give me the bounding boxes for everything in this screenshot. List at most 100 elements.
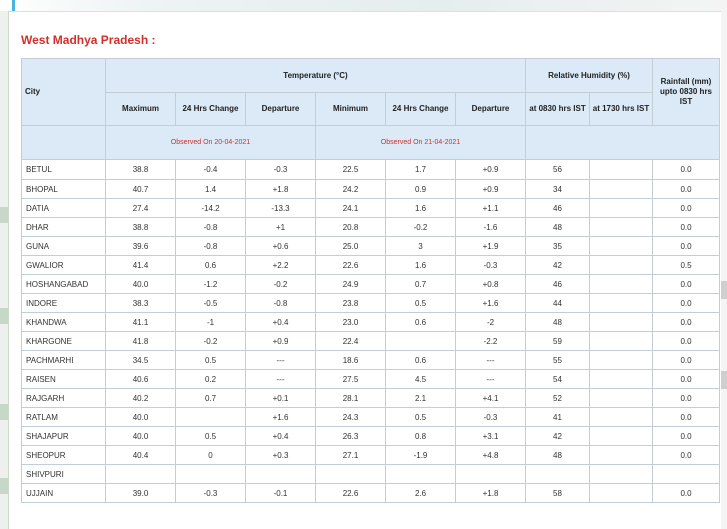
min-temp-cell: 24.9 xyxy=(315,274,386,294)
max-change-cell: -14.2 xyxy=(175,198,246,218)
city-cell: KHANDWA xyxy=(21,312,106,332)
max-departure-cell: +0.3 xyxy=(245,445,316,465)
max-change-cell: 0 xyxy=(175,445,246,465)
table-row: BHOPAL 40.7 1.4 +1.8 24.2 0.9 +0.9 34 0.0 xyxy=(21,179,720,199)
city-cell: RATLAM xyxy=(21,407,106,427)
min-temp-cell: 24.1 xyxy=(315,198,386,218)
max-temp-cell: 40.0 xyxy=(105,274,176,294)
humidity-0830-cell: 46 xyxy=(525,274,590,294)
humidity-0830-cell: 48 xyxy=(525,312,590,332)
minimum-header: Minimum xyxy=(315,92,386,126)
humidity-0830-cell: 41 xyxy=(525,407,590,427)
min-temp-cell: 24.3 xyxy=(315,407,386,427)
max-change-cell: 0.5 xyxy=(175,350,246,370)
max-departure-cell: +0.4 xyxy=(245,312,316,332)
page-title: West Madhya Pradesh : xyxy=(21,33,156,47)
max-departure-cell: -0.3 xyxy=(245,159,316,180)
table-row: RAJGARH 40.2 0.7 +0.1 28.1 2.1 +4.1 52 0.0 xyxy=(21,388,720,408)
humidity-0830-header: at 0830 hrs IST xyxy=(525,92,590,126)
table-row: DATIA 27.4 -14.2 -13.3 24.1 1.6 +1.1 46 0.0 xyxy=(21,198,720,218)
max-change-header: 24 Hrs Change xyxy=(175,92,246,126)
max-temp-cell: 41.1 xyxy=(105,312,176,332)
min-temp-cell: 23.8 xyxy=(315,293,386,313)
min-temp-cell: 25.0 xyxy=(315,236,386,256)
humidity-1730-cell xyxy=(589,217,653,237)
table-row: RAISEN 40.6 0.2 --- 27.5 4.5 --- 54 0.0 xyxy=(21,369,720,389)
max-temp-cell: 38.8 xyxy=(105,217,176,237)
min-departure-cell: +1.8 xyxy=(455,483,526,503)
city-cell: BHOPAL xyxy=(21,179,106,199)
max-temp-cell: 40.0 xyxy=(105,426,176,446)
max-change-cell: -1 xyxy=(175,312,246,332)
max-departure-cell: -0.2 xyxy=(245,274,316,294)
max-departure-cell: -13.3 xyxy=(245,198,316,218)
min-temp-cell: 22.5 xyxy=(315,159,386,180)
rainfall-cell xyxy=(652,464,720,484)
min-change-cell: -0.2 xyxy=(385,217,456,237)
humidity-0830-cell: 42 xyxy=(525,255,590,275)
min-change-cell: 0.6 xyxy=(385,350,456,370)
max-temp-cell: 27.4 xyxy=(105,198,176,218)
max-departure-cell: +0.4 xyxy=(245,426,316,446)
humidity-1730-cell xyxy=(589,350,653,370)
table-row: SHIVPURI xyxy=(21,464,720,484)
max-departure-header: Departure xyxy=(245,92,316,126)
table-row: KHANDWA 41.1 -1 +0.4 23.0 0.6 -2 48 0.0 xyxy=(21,312,720,332)
humidity-header: Relative Humidity (%) xyxy=(525,58,653,93)
max-temp-cell: 34.5 xyxy=(105,350,176,370)
city-cell: GUNA xyxy=(21,236,106,256)
rainfall-cell: 0.0 xyxy=(652,426,720,446)
min-departure-cell: --- xyxy=(455,369,526,389)
right-edge-marker xyxy=(721,371,727,389)
min-change-cell xyxy=(385,331,456,351)
min-departure-cell: +4.8 xyxy=(455,445,526,465)
min-temp-cell: 24.2 xyxy=(315,179,386,199)
max-departure-cell: --- xyxy=(245,369,316,389)
humidity-0830-cell: 34 xyxy=(525,179,590,199)
city-cell: PACHMARHI xyxy=(21,350,106,370)
left-edge-bar xyxy=(0,11,9,529)
min-temp-cell: 23.0 xyxy=(315,312,386,332)
max-change-cell xyxy=(175,464,246,484)
min-change-cell: 1.6 xyxy=(385,198,456,218)
city-cell: UJJAIN xyxy=(21,483,106,503)
max-change-cell: 1.4 xyxy=(175,179,246,199)
city-cell: SHAJAPUR xyxy=(21,426,106,446)
city-cell: HOSHANGABAD xyxy=(21,274,106,294)
min-temp-cell: 22.6 xyxy=(315,255,386,275)
max-temp-cell: 41.4 xyxy=(105,255,176,275)
min-change-cell: 0.7 xyxy=(385,274,456,294)
max-temp-cell: 38.3 xyxy=(105,293,176,313)
min-departure-cell: +3.1 xyxy=(455,426,526,446)
city-cell: RAJGARH xyxy=(21,388,106,408)
max-change-cell: 0.2 xyxy=(175,369,246,389)
max-temp-cell: 39.6 xyxy=(105,236,176,256)
maximum-header: Maximum xyxy=(105,92,176,126)
humidity-0830-cell: 46 xyxy=(525,198,590,218)
min-temp-cell: 28.1 xyxy=(315,388,386,408)
observed-min-date: Observed On 21-04-2021 xyxy=(315,125,526,160)
max-temp-cell: 38.8 xyxy=(105,159,176,180)
city-cell: DATIA xyxy=(21,198,106,218)
min-change-cell: -1.9 xyxy=(385,445,456,465)
min-temp-cell: 20.8 xyxy=(315,217,386,237)
max-temp-cell: 40.0 xyxy=(105,407,176,427)
city-cell: KHARGONE xyxy=(21,331,106,351)
min-departure-cell: -0.3 xyxy=(455,255,526,275)
table-row: GUNA 39.6 -0.8 +0.6 25.0 3 +1.9 35 0.0 xyxy=(21,236,720,256)
humidity-0830-cell: 54 xyxy=(525,369,590,389)
table-row: UJJAIN 39.0 -0.3 -0.1 22.6 2.6 +1.8 58 0.0 xyxy=(21,483,720,503)
min-departure-cell: +1.1 xyxy=(455,198,526,218)
max-departure-cell: +1 xyxy=(245,217,316,237)
temperature-header: Temperature (°C) xyxy=(105,58,526,93)
table-row: HOSHANGABAD 40.0 -1.2 -0.2 24.9 0.7 +0.8 46 0.0 xyxy=(21,274,720,294)
humidity-0830-cell: 52 xyxy=(525,388,590,408)
min-temp-cell: 22.6 xyxy=(315,483,386,503)
max-temp-cell: 39.0 xyxy=(105,483,176,503)
table-row: PACHMARHI 34.5 0.5 --- 18.6 0.6 --- 55 0.0 xyxy=(21,350,720,370)
max-departure-cell: +0.6 xyxy=(245,236,316,256)
left-edge-marker xyxy=(0,308,8,324)
top-stripe xyxy=(0,0,727,12)
min-temp-cell: 22.4 xyxy=(315,331,386,351)
rainfall-header: Rainfall (mm) upto 0830 hrs IST xyxy=(652,58,720,126)
